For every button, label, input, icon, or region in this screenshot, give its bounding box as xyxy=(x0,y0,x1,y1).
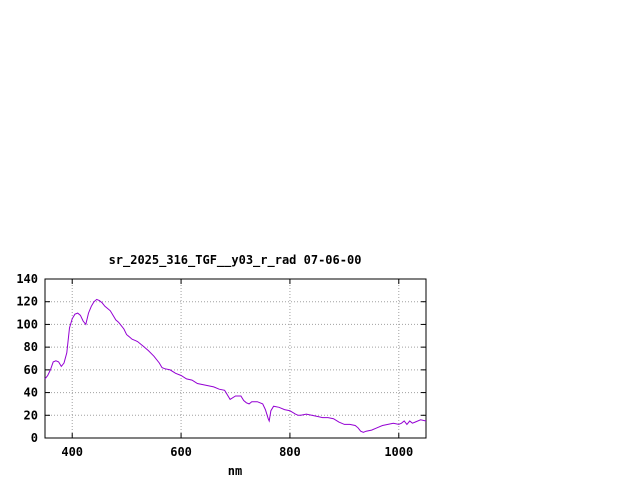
y-tick-label: 60 xyxy=(24,363,38,377)
spectrum-series-line xyxy=(44,298,427,433)
x-tick-label: 800 xyxy=(279,445,301,459)
axis-layer: 0 20 40 60 80 100 120 140 400 600 800 1000 xyxy=(16,272,427,459)
y-tick-label: 100 xyxy=(16,317,38,331)
x-tick-label: 400 xyxy=(61,445,83,459)
y-tick-label: 20 xyxy=(24,408,38,422)
y-tick-label: 120 xyxy=(16,295,38,309)
chart-title: sr_2025_316_TGF__y03_r_rad 07-06-00 xyxy=(109,253,362,268)
y-tick-label: 80 xyxy=(24,340,38,354)
y-tick-label: 40 xyxy=(24,386,38,400)
series-layer xyxy=(44,298,427,433)
y-tick-label: 140 xyxy=(16,272,38,286)
x-tick-label: 600 xyxy=(170,445,192,459)
grid-layer xyxy=(45,279,426,438)
plot-frame xyxy=(44,278,427,439)
x-axis-label: nm xyxy=(228,464,242,478)
y-tick-label: 0 xyxy=(31,431,38,445)
x-tick-label: 1000 xyxy=(384,445,413,459)
